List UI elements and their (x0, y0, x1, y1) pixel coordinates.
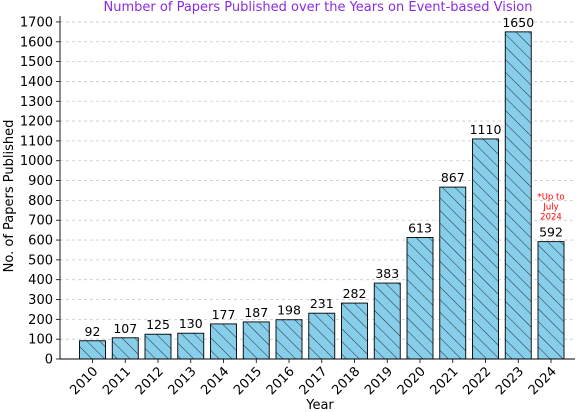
bar-2014 (210, 323, 237, 360)
y-tick-label: 200 (28, 313, 53, 328)
bar-value-label: 177 (212, 307, 236, 322)
y-tick-label: 1200 (20, 115, 53, 130)
y-tick-label: 700 (28, 214, 53, 229)
bar-value-label: 383 (375, 266, 399, 281)
x-tick-label: 2024 (526, 364, 560, 398)
bar-2016 (275, 319, 303, 360)
bar-2015 (242, 321, 270, 360)
bar-value-label: 1110 (470, 122, 502, 137)
y-tick-label: 1600 (20, 35, 53, 50)
x-tick-label: 2018 (329, 364, 363, 398)
bar-2019 (373, 282, 401, 360)
y-tick-label: 1100 (20, 134, 53, 149)
annotation-note-line: *Up to (537, 193, 564, 203)
y-tick-label: 1400 (20, 75, 53, 90)
bar-value-label: 107 (113, 321, 137, 336)
y-tick-label: 300 (28, 293, 53, 308)
y-tick-label: 1500 (20, 55, 53, 70)
y-tick-label: 1300 (20, 95, 53, 110)
y-tick-label: 600 (28, 234, 53, 249)
bar-value-label: 231 (310, 296, 334, 311)
annotation-note-line: 2024 (540, 213, 562, 223)
bar-value-label: 130 (179, 316, 203, 331)
y-tick-label: 0 (45, 353, 53, 368)
x-tick-label: 2019 (362, 364, 396, 398)
bar-value-label: 187 (244, 305, 268, 320)
x-tick-label: 2010 (67, 364, 101, 398)
bar-value-label: 125 (146, 317, 170, 332)
x-tick-label: 2012 (133, 364, 167, 398)
x-tick-label: 2017 (297, 364, 331, 398)
y-tick-label: 500 (28, 253, 53, 268)
bar-2022 (472, 138, 499, 360)
bars (79, 31, 565, 360)
bar-value-label: 92 (85, 324, 101, 339)
y-tick-label: 400 (28, 273, 53, 288)
y-tick-label: 800 (28, 194, 53, 209)
bar-2021 (439, 186, 467, 360)
x-tick-label: 2022 (460, 364, 494, 398)
x-tick-label: 2016 (264, 364, 298, 398)
x-tick-label: 2023 (493, 364, 527, 398)
bar-2011 (111, 337, 139, 360)
value-labels: 92 107 125 130 177 187 198 231 282 383 613 867 1110 1… (85, 15, 563, 339)
bar-value-label: 592 (539, 225, 563, 240)
bar-2012 (144, 333, 172, 360)
x-axis-title: Year (305, 398, 334, 412)
y-tick-label: 900 (28, 174, 53, 189)
x-tick-label: 2013 (166, 364, 200, 398)
chart-title: Number of Papers Published over the Year… (104, 0, 533, 15)
bar-2020 (406, 237, 434, 360)
bar-value-label: 198 (277, 303, 301, 318)
y-tick-label: 1000 (20, 154, 53, 169)
bar-2024 (537, 241, 565, 360)
bar-value-label: 613 (408, 220, 432, 235)
bar-2023 (504, 31, 532, 360)
bar-2018 (341, 302, 368, 360)
bar-2010 (79, 340, 106, 360)
x-tick-label: 2021 (428, 364, 462, 398)
bar-2017 (308, 312, 336, 360)
bar-value-label: 1650 (502, 15, 534, 30)
x-tick-label: 2014 (198, 364, 232, 398)
bar-value-label: 867 (441, 170, 465, 185)
y-tick-label: 100 (28, 333, 53, 348)
x-tick-label: 2020 (395, 364, 429, 398)
annotation-note-line: July (542, 203, 558, 213)
y-tick-label: 1700 (20, 15, 53, 30)
x-tick-label: 2015 (231, 364, 265, 398)
y-axis-title: No. of Papers Published (2, 120, 17, 273)
bar-value-label: 282 (343, 286, 367, 301)
gridlines (60, 21, 575, 340)
x-tick-label: 2011 (100, 364, 134, 398)
bar-2013 (177, 332, 205, 360)
